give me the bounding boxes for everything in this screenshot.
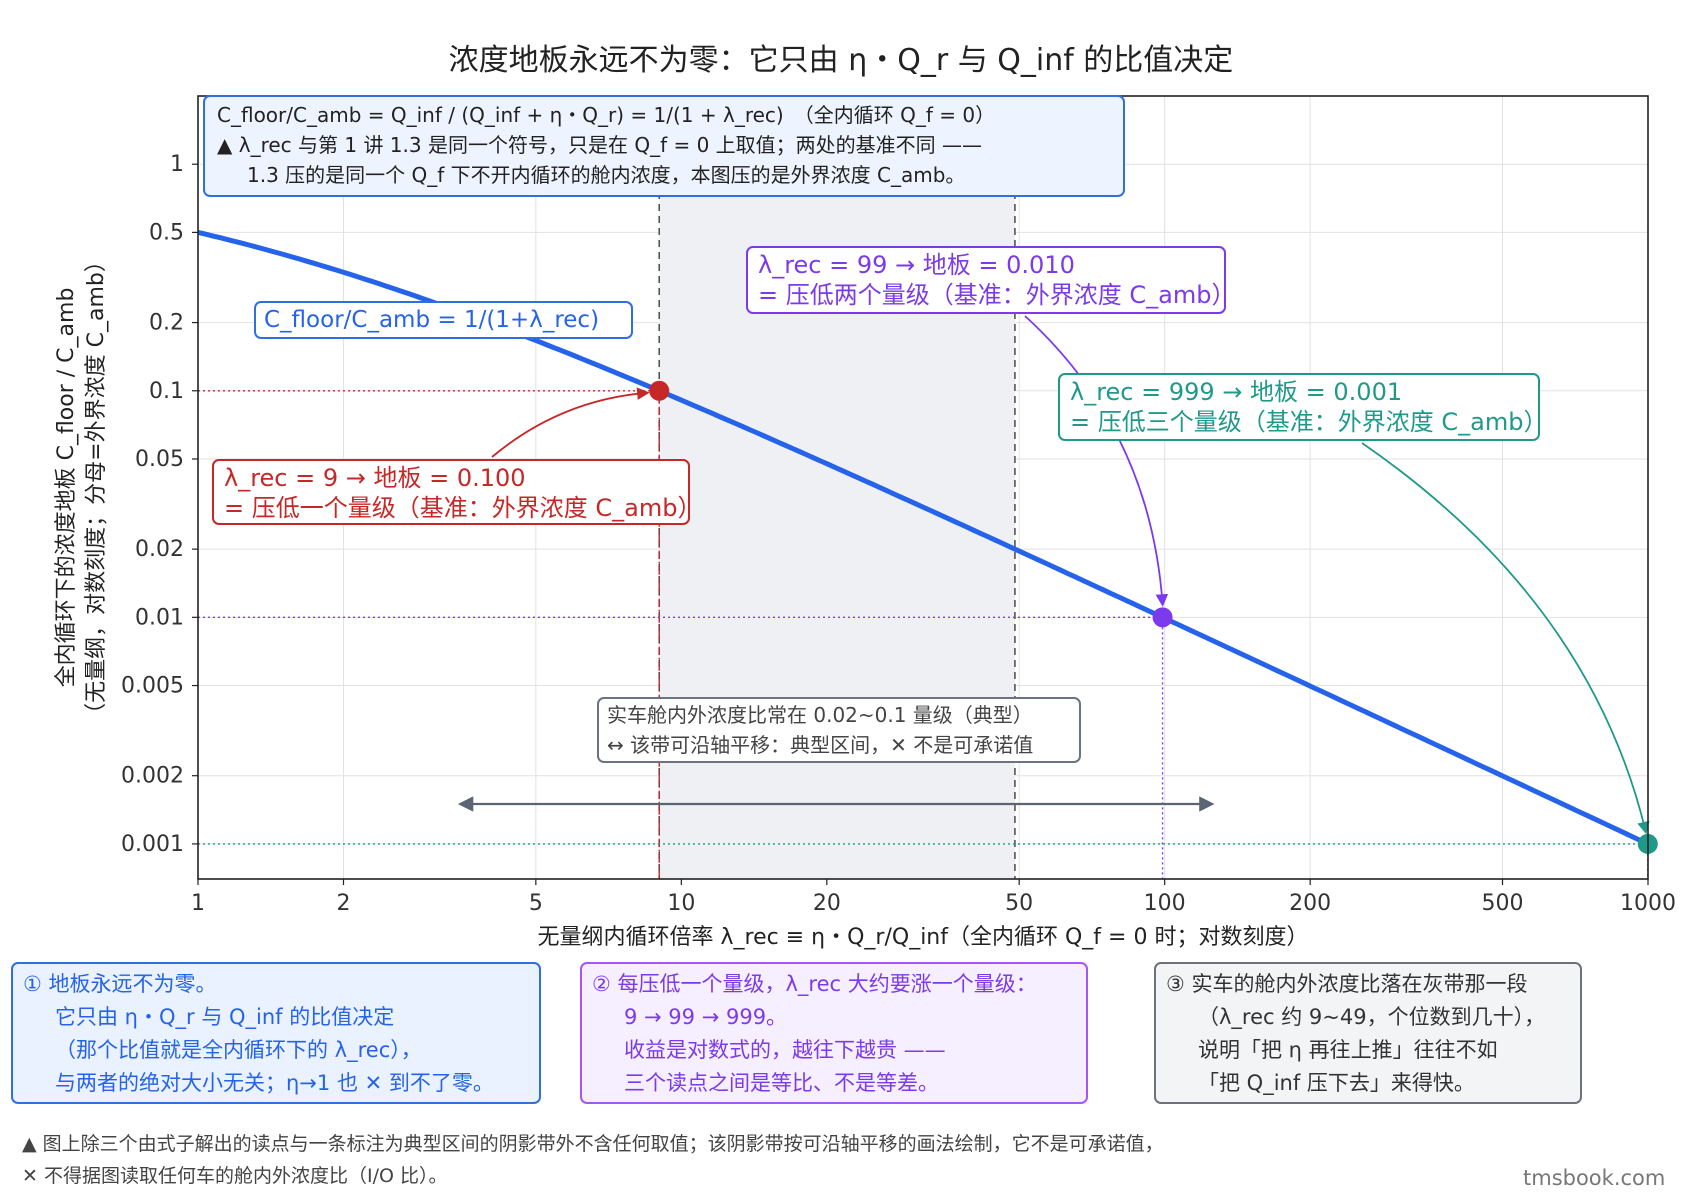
y-tick-label: 0.05 [135,447,184,472]
footnote-line: ✕ 不得据图读取任何车的舱内外浓度比（I/O 比）。 [22,1165,448,1187]
annotation-line: = 压低一个量级（基准：外界浓度 C_amb） [224,494,690,522]
curve-label-text: C_floor/C_amb = 1/(1+λ_rec) [264,307,600,333]
x-tick-label: 100 [1144,891,1186,916]
watermark: tmsbook.com [1523,1166,1666,1190]
tick-layer: 1 2 5 10 20 50 100 200 500 1000 0.001 0.002 0.005 0.0… [121,152,1676,916]
callout-arrow-purple [1024,315,1169,607]
note-line: ③ 实车的舱内外浓度比落在灰带那一段 [1166,972,1528,996]
footnote: ▲ 图上除三个由式子解出的读点与一条标注为典型区间的阴影带外不含任何取值；该阴影… [22,1128,1362,1192]
y-tick-label: 0.1 [149,379,184,404]
annotation-lambda-999: λ_rec = 999 → 地板 = 0.001 = 压低三个量级（基准：外界浓… [1058,373,1540,441]
note-line: 它只由 η・Q_r 与 Q_inf 的比值决定 [55,1005,395,1029]
x-axis-label: 无量纲内循环倍率 λ_rec ≡ η・Q_r/Q_inf（全内循环 Q_f = … [538,925,1309,950]
y-axis-label-secondary: （无量纲，对数刻度；分母=外界浓度 C_amb） [84,250,109,725]
y-tick-label: 0.001 [121,832,184,857]
annotation-line: λ_rec = 999 → 地板 = 0.001 [1070,378,1403,406]
x-tick-label: 50 [1005,891,1033,916]
note-line: （那个比值就是全内循环下的 λ_rec）， [55,1038,422,1062]
note-line: 收益是对数式的，越往下越贵 —— [624,1038,946,1062]
note-line: 「把 Q_inf 压下去」来得快。 [1198,1071,1475,1095]
annotation-line: = 压低三个量级（基准：外界浓度 C_amb） [1070,408,1540,436]
x-tick-label: 1000 [1620,891,1676,916]
x-tick-label: 5 [529,891,543,916]
annotation-line: λ_rec = 99 → 地板 = 0.010 [758,251,1075,279]
note-gray-band: ③ 实车的舱内外浓度比落在灰带那一段 （λ_rec 约 9~49，个位数到几十）… [1154,962,1582,1104]
formula-note-line: 1.3 压的是同一个 Q_f 下不开内循环的舱内浓度，本图压的是外界浓度 C_a… [247,163,966,187]
annotation-typical-band: 实车舱内外浓度比常在 0.02~0.1 量级（典型） ↔ 该带可沿轴平移：典型区… [597,697,1081,763]
annotation-line: λ_rec = 9 → 地板 = 0.100 [224,464,526,492]
annotation-line: 实车舱内外浓度比常在 0.02~0.1 量级（典型） [607,703,1033,727]
y-tick-label: 0.002 [121,764,184,789]
x-tick-label: 20 [813,891,841,916]
note-line: ① 地板永远不为零。 [23,972,217,996]
y-tick-label: 0.005 [121,674,184,699]
annotation-lambda-99: λ_rec = 99 → 地板 = 0.010 = 压低两个量级（基准：外界浓度… [746,246,1226,314]
x-tick-label: 1 [191,891,205,916]
reading-point-lambda-99 [1152,607,1173,628]
y-axis-label: 全内循环下的浓度地板 C_floor / C_amb [54,288,79,688]
callout-arrow-red [491,387,650,458]
chart-title: 浓度地板永远不为零：它只由 η・Q_r 与 Q_inf 的比值决定 [448,43,1234,78]
x-tick-label: 2 [336,891,350,916]
note-line: （λ_rec 约 9~49，个位数到几十）， [1198,1005,1546,1029]
y-tick-label: 0.2 [149,311,184,336]
annotation-lambda-9: λ_rec = 9 → 地板 = 0.100 = 压低一个量级（基准：外界浓度 … [212,459,690,525]
arrow-layer [457,315,1650,835]
callout-arrow-teal [1361,442,1650,835]
footnote-line: ▲ 图上除三个由式子解出的读点与一条标注为典型区间的阴影带外不含任何取值；该阴影… [22,1133,1164,1155]
note-line: 说明「把 η 再往上推」往往不如 [1198,1038,1498,1062]
annotation-line: = 压低两个量级（基准：外界浓度 C_amb） [758,281,1226,309]
reading-point-lambda-9 [649,380,670,401]
x-tick-label: 500 [1482,891,1524,916]
y-tick-label: 0.5 [149,220,184,245]
annotation-line: ↔ 该带可沿轴平移：典型区间，✕ 不是可承诺值 [607,733,1034,757]
note-line: 与两者的绝对大小无关；η→1 也 ✕ 到不了零。 [55,1071,494,1095]
note-floor-nonzero: ① 地板永远不为零。 它只由 η・Q_r 与 Q_inf 的比值决定 （那个比值… [11,962,541,1104]
formula-line: C_floor/C_amb = Q_inf / (Q_inf + η・Q_r) … [217,103,996,127]
note-log-returns: ② 每压低一个量级，λ_rec 大约要涨一个量级： 9 → 99 → 999。 … [580,962,1088,1104]
y-tick-label: 0.01 [135,605,184,630]
curve-label: C_floor/C_amb = 1/(1+λ_rec) [254,301,633,339]
formula-note-line: ▲ λ_rec 与第 1 讲 1.3 是同一个符号，只是在 Q_f = 0 上取… [217,133,983,157]
note-line: 三个读点之间是等比、不是等差。 [624,1071,939,1095]
x-tick-label: 200 [1289,891,1331,916]
formula-box: C_floor/C_amb = Q_inf / (Q_inf + η・Q_r) … [203,95,1125,197]
y-tick-label: 1 [170,152,184,177]
note-line: ② 每压低一个量级，λ_rec 大约要涨一个量级： [592,972,1037,996]
note-line: 9 → 99 → 999。 [624,1005,788,1029]
x-tick-label: 10 [667,891,695,916]
y-tick-label: 0.02 [135,537,184,562]
